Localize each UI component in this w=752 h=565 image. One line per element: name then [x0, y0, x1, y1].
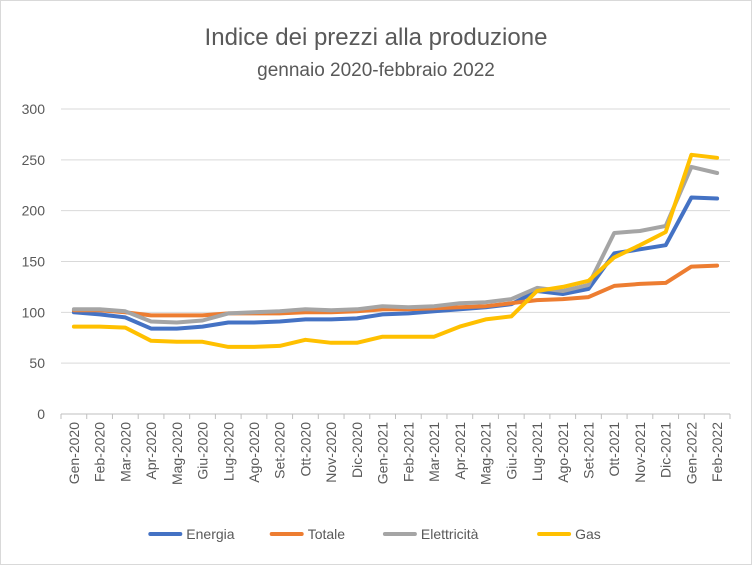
y-axis-ticks: 0 50 100 150 200 250 300 [22, 101, 46, 422]
x-tick-label: Gen-2021 [375, 422, 391, 484]
x-tick-label: Apr-2021 [452, 422, 468, 480]
legend-item: Totale [269, 526, 346, 542]
legend-label: Elettricità [421, 526, 479, 542]
legend-label: Gas [575, 526, 601, 542]
legend-label: Totale [308, 526, 346, 542]
x-tick-label: Set-2020 [272, 422, 288, 479]
x-tick-label: Ott-2021 [606, 422, 622, 477]
x-tick-label: Lug-2020 [220, 422, 236, 481]
x-tick-label: Feb-2021 [400, 422, 416, 482]
x-tick-label: Giu-2021 [503, 422, 519, 480]
y-tick-label: 100 [22, 304, 46, 320]
series-line-totale [71, 263, 720, 318]
legend-item: Gas [537, 526, 601, 542]
x-axis-ticks: Gen-2020 Feb-2020 Mar-2020 Apr-2020 Mag-2020… [60, 414, 731, 485]
x-tick-label: Ott-2020 [297, 422, 313, 477]
series-line-elettricit- [71, 164, 720, 325]
x-tick-label: Mag-2020 [169, 422, 185, 485]
x-tick-label: Gen-2020 [66, 422, 82, 484]
x-tick-label: Lug-2021 [529, 422, 545, 481]
chart-subtitle: gennaio 2020-febbraio 2022 [257, 60, 495, 81]
series-lines [71, 152, 720, 349]
x-tick-label: Feb-2022 [709, 422, 725, 482]
x-tick-label: Dic-2021 [658, 422, 674, 478]
y-tick-label: 300 [22, 101, 46, 117]
x-tick-label: Feb-2020 [92, 422, 108, 482]
x-tick-label: Apr-2020 [143, 422, 159, 480]
x-tick-label: Mar-2020 [117, 422, 133, 482]
x-tick-label: Gen-2022 [683, 422, 699, 484]
gridlines [61, 108, 730, 415]
x-tick-label: Nov-2021 [632, 422, 648, 483]
x-tick-label: Giu-2020 [195, 422, 211, 480]
y-tick-label: 150 [22, 254, 46, 270]
y-tick-label: 200 [22, 203, 46, 219]
legend-item: Energia [148, 526, 235, 542]
x-tick-label: Mar-2021 [426, 422, 442, 482]
legend-label: Energia [186, 526, 234, 542]
x-tick-label: Nov-2020 [323, 422, 339, 483]
series-line-gas [71, 152, 720, 349]
y-tick-label: 250 [22, 152, 46, 168]
y-tick-label: 0 [37, 406, 45, 422]
chart-title: Indice dei prezzi alla produzione [205, 24, 548, 51]
x-tick-label: Ago-2020 [246, 422, 262, 483]
x-tick-label: Mag-2021 [478, 422, 494, 485]
legend: Energia Totale Elettricità Gas [148, 526, 601, 542]
x-tick-label: Ago-2021 [555, 422, 571, 483]
legend-item: Elettricità [382, 526, 479, 542]
y-tick-label: 50 [29, 355, 45, 371]
x-tick-label: Set-2021 [580, 422, 596, 479]
x-tick-label: Dic-2020 [349, 422, 365, 478]
